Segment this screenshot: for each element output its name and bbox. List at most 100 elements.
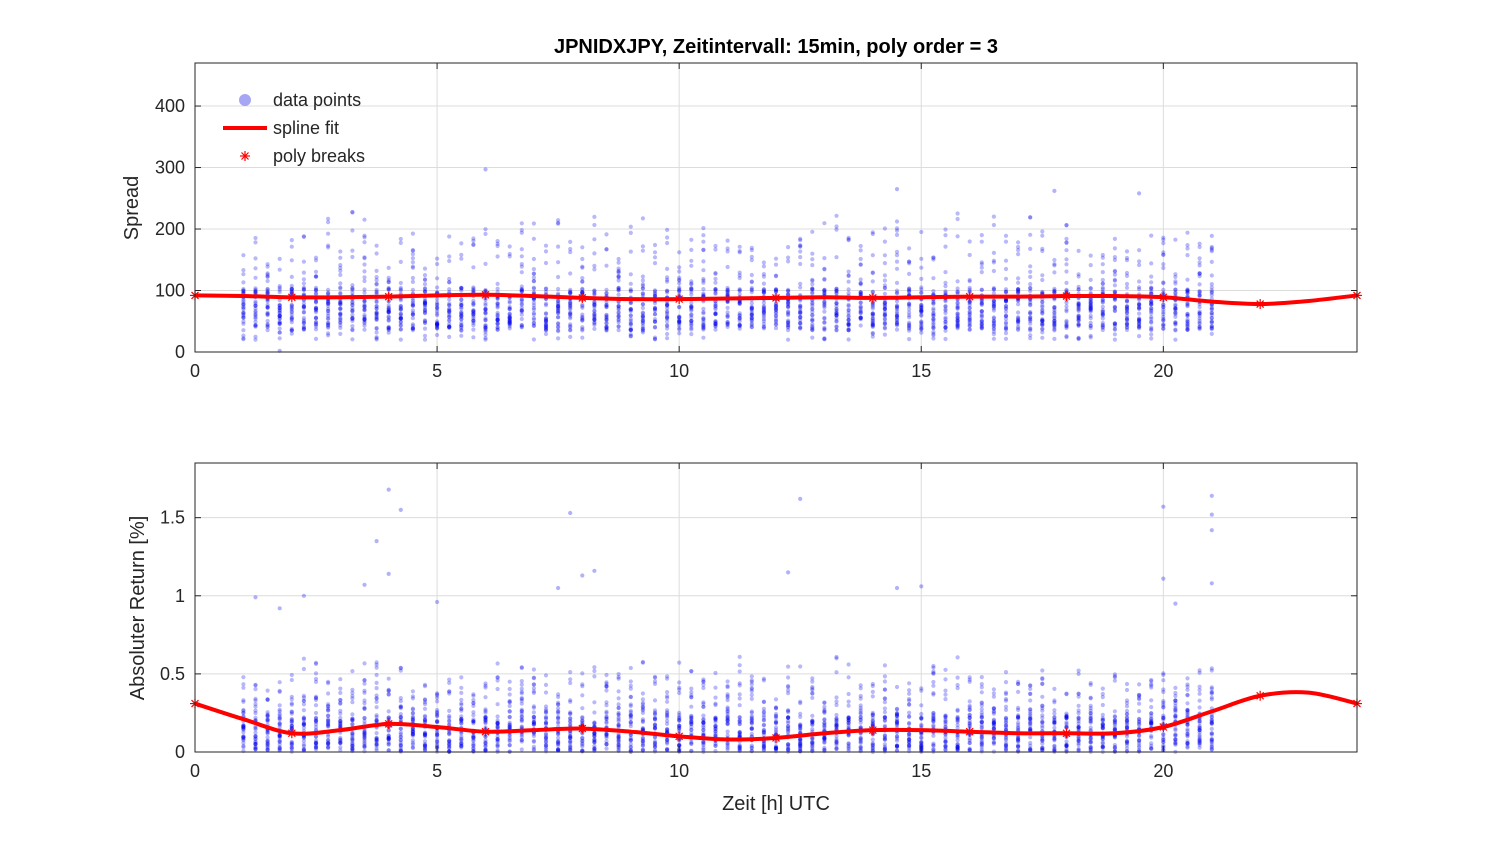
data-point [1173,288,1177,292]
data-point [750,716,754,720]
data-point [726,715,730,719]
data-point [689,687,693,691]
data-point [859,248,863,252]
data-point [544,673,548,677]
data-point [375,738,379,742]
data-point [387,287,391,291]
data-point [266,325,270,329]
data-point [895,322,899,326]
data-point [834,725,838,729]
data-point [556,325,560,329]
data-point [411,248,415,252]
data-point [943,291,947,295]
data-point [701,248,705,252]
data-point [1161,241,1165,245]
data-point [1149,321,1153,325]
data-point [786,691,790,695]
data-point [883,696,887,700]
data-point [483,303,487,307]
poly-break-marker [1255,299,1265,309]
data-point [387,315,391,319]
data-point [1113,258,1117,262]
data-point [786,665,790,669]
data-point [544,710,548,714]
data-point [665,690,669,694]
data-point [1161,322,1165,326]
data-point [496,714,500,718]
data-point [387,689,391,693]
data-point [532,676,536,680]
data-point [459,253,463,257]
data-point [290,306,294,310]
data-point [435,696,439,700]
data-point [665,748,669,752]
data-point [980,288,984,292]
data-point [241,334,245,338]
data-point [629,250,633,254]
data-point [338,286,342,290]
data-point [883,674,887,678]
data-point [544,303,548,307]
data-point [871,335,875,339]
data-point [314,711,318,715]
data-point [1101,309,1105,313]
data-point [471,239,475,243]
data-point [871,690,875,694]
data-point [871,684,875,688]
data-point [713,686,717,690]
data-point [532,324,536,328]
data-point [641,661,645,665]
data-point [689,290,693,294]
data-point [1052,258,1056,262]
data-point [1149,336,1153,340]
data-point [1210,245,1214,249]
data-point [1028,270,1032,274]
data-point [629,323,633,327]
data-point [508,709,512,713]
data-point [411,711,415,715]
data-point [375,731,379,735]
data-point [1077,324,1081,328]
data-point [1198,294,1202,298]
data-point [1004,304,1008,308]
data-point [568,250,572,254]
data-point [1113,332,1117,336]
data-point [1113,309,1117,313]
data-point [1113,321,1117,325]
data-point [471,265,475,269]
data-point [907,681,911,685]
data-point [266,710,270,714]
legend-item-data-points: data points [239,90,361,110]
data-point [278,725,282,729]
data-point [847,270,851,274]
data-point [883,719,887,723]
data-point [1137,318,1141,322]
data-point [895,219,899,223]
data-point [1137,326,1141,330]
data-point [520,683,524,687]
data-point [375,686,379,690]
data-point [1137,285,1141,289]
data-point [471,718,475,722]
data-point [592,321,596,325]
data-point [738,683,742,687]
data-point [956,324,960,328]
data-point [508,326,512,330]
data-point [871,253,875,257]
data-point [943,677,947,681]
data-point [1198,282,1202,286]
data-point [677,680,681,684]
data-point [423,714,427,718]
data-point [411,322,415,326]
data-point [701,240,705,244]
data-point [1125,309,1129,313]
data-point [302,304,306,308]
data-point [665,694,669,698]
data-point [931,692,935,696]
legend-label: poly breaks [273,146,365,166]
data-point [653,698,657,702]
data-point [653,679,657,683]
data-point [810,279,814,283]
data-point [1137,302,1141,306]
